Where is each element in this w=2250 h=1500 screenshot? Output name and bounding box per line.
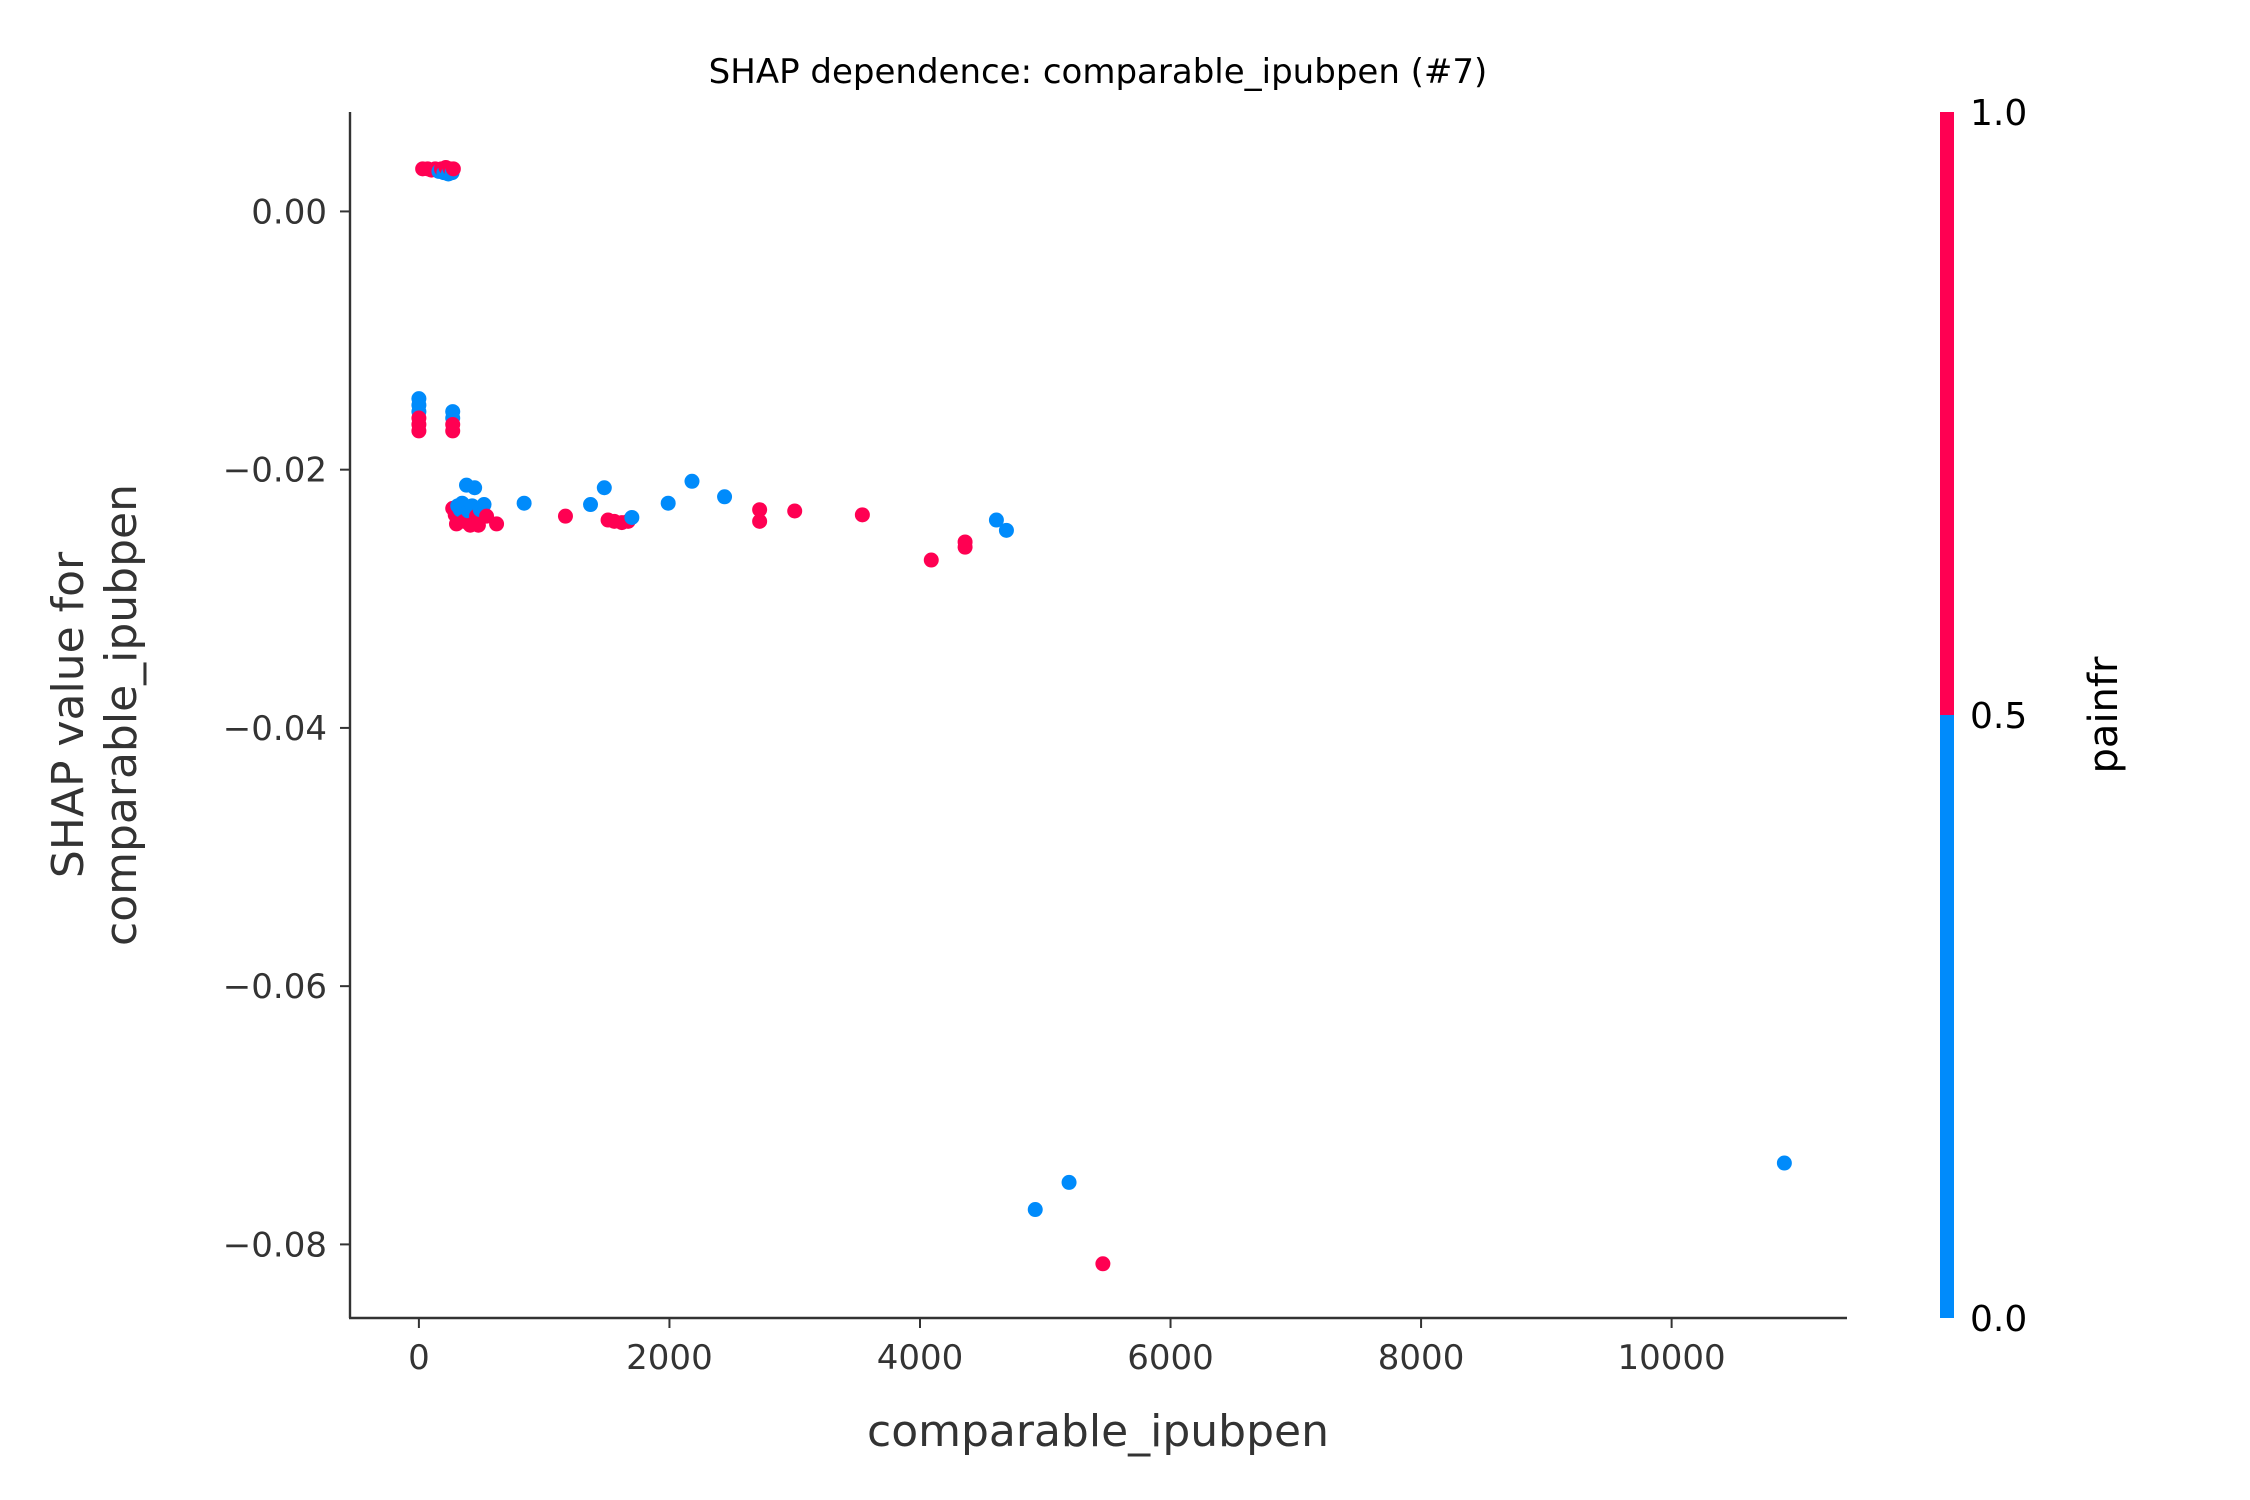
scatter-point [1095, 1256, 1111, 1272]
scatter-point [411, 423, 427, 439]
scatter-point [752, 513, 768, 529]
colorbar-tick-label: 0.5 [1970, 696, 2027, 737]
y-tick-label: −0.06 [223, 967, 327, 1007]
plot-area: 0 2000 4000 6000 8000 10000 0.00 −0.02 −0.04 −0.… [223, 112, 1847, 1378]
scatter-point [998, 522, 1014, 538]
scatter-point [854, 507, 870, 523]
colorbar-high-segment [1940, 112, 1954, 715]
scatter-point [660, 495, 676, 511]
scatter-point [684, 473, 700, 489]
scatter-point [445, 161, 461, 177]
x-tick-label: 8000 [1378, 1338, 1465, 1378]
colorbar-low-segment [1940, 715, 1954, 1318]
colorbar-ticks: 0.0 0.5 1.0 [1970, 93, 2027, 1340]
scatter-point [957, 539, 973, 555]
scatter-point [624, 509, 640, 525]
scatter-point [988, 512, 1004, 528]
colorbar-label: painfr [2081, 656, 2127, 773]
x-axis-label: comparable_ipubpen [867, 1406, 1329, 1457]
colorbar-tick-label: 0.0 [1970, 1299, 2027, 1340]
y-axis-label-line-1: SHAP value for [43, 551, 94, 878]
scatter-point [1027, 1202, 1043, 1218]
x-tick-label: 4000 [877, 1338, 964, 1378]
scatter-point [1061, 1174, 1077, 1190]
scatter-point [752, 502, 768, 518]
scatter-points [411, 160, 1792, 1272]
scatter-point [1776, 1155, 1792, 1171]
scatter-point [583, 497, 599, 513]
scatter-point [923, 552, 939, 568]
scatter-point [717, 489, 733, 505]
scatter-point [445, 423, 461, 439]
scatter-point [489, 516, 505, 532]
scatter-point [467, 480, 483, 496]
x-tick-label: 0 [408, 1338, 430, 1378]
x-ticks: 0 2000 4000 6000 8000 10000 [408, 1318, 1726, 1378]
y-axis-label: SHAP value for comparable_ipubpen [43, 484, 147, 946]
x-tick-label: 6000 [1127, 1338, 1214, 1378]
scatter-point [787, 503, 803, 519]
scatter-point [557, 508, 573, 524]
colorbar-tick-label: 1.0 [1970, 93, 2027, 134]
x-tick-label: 2000 [626, 1338, 713, 1378]
y-ticks: 0.00 −0.02 −0.04 −0.06 −0.08 [223, 192, 350, 1265]
y-tick-label: 0.00 [251, 192, 327, 232]
x-tick-label: 10000 [1618, 1338, 1726, 1378]
scatter-point [516, 495, 532, 511]
y-tick-label: −0.04 [223, 709, 327, 749]
scatter-point [596, 480, 612, 496]
chart-title: SHAP dependence: comparable_ipubpen (#7) [709, 52, 1488, 92]
y-tick-label: −0.08 [223, 1225, 327, 1265]
y-axis-label-line-2: comparable_ipubpen [96, 484, 147, 946]
y-tick-label: −0.02 [223, 451, 327, 491]
colorbar: 0.0 0.5 1.0 painfr [1940, 93, 2127, 1340]
scatter-point [476, 497, 492, 513]
